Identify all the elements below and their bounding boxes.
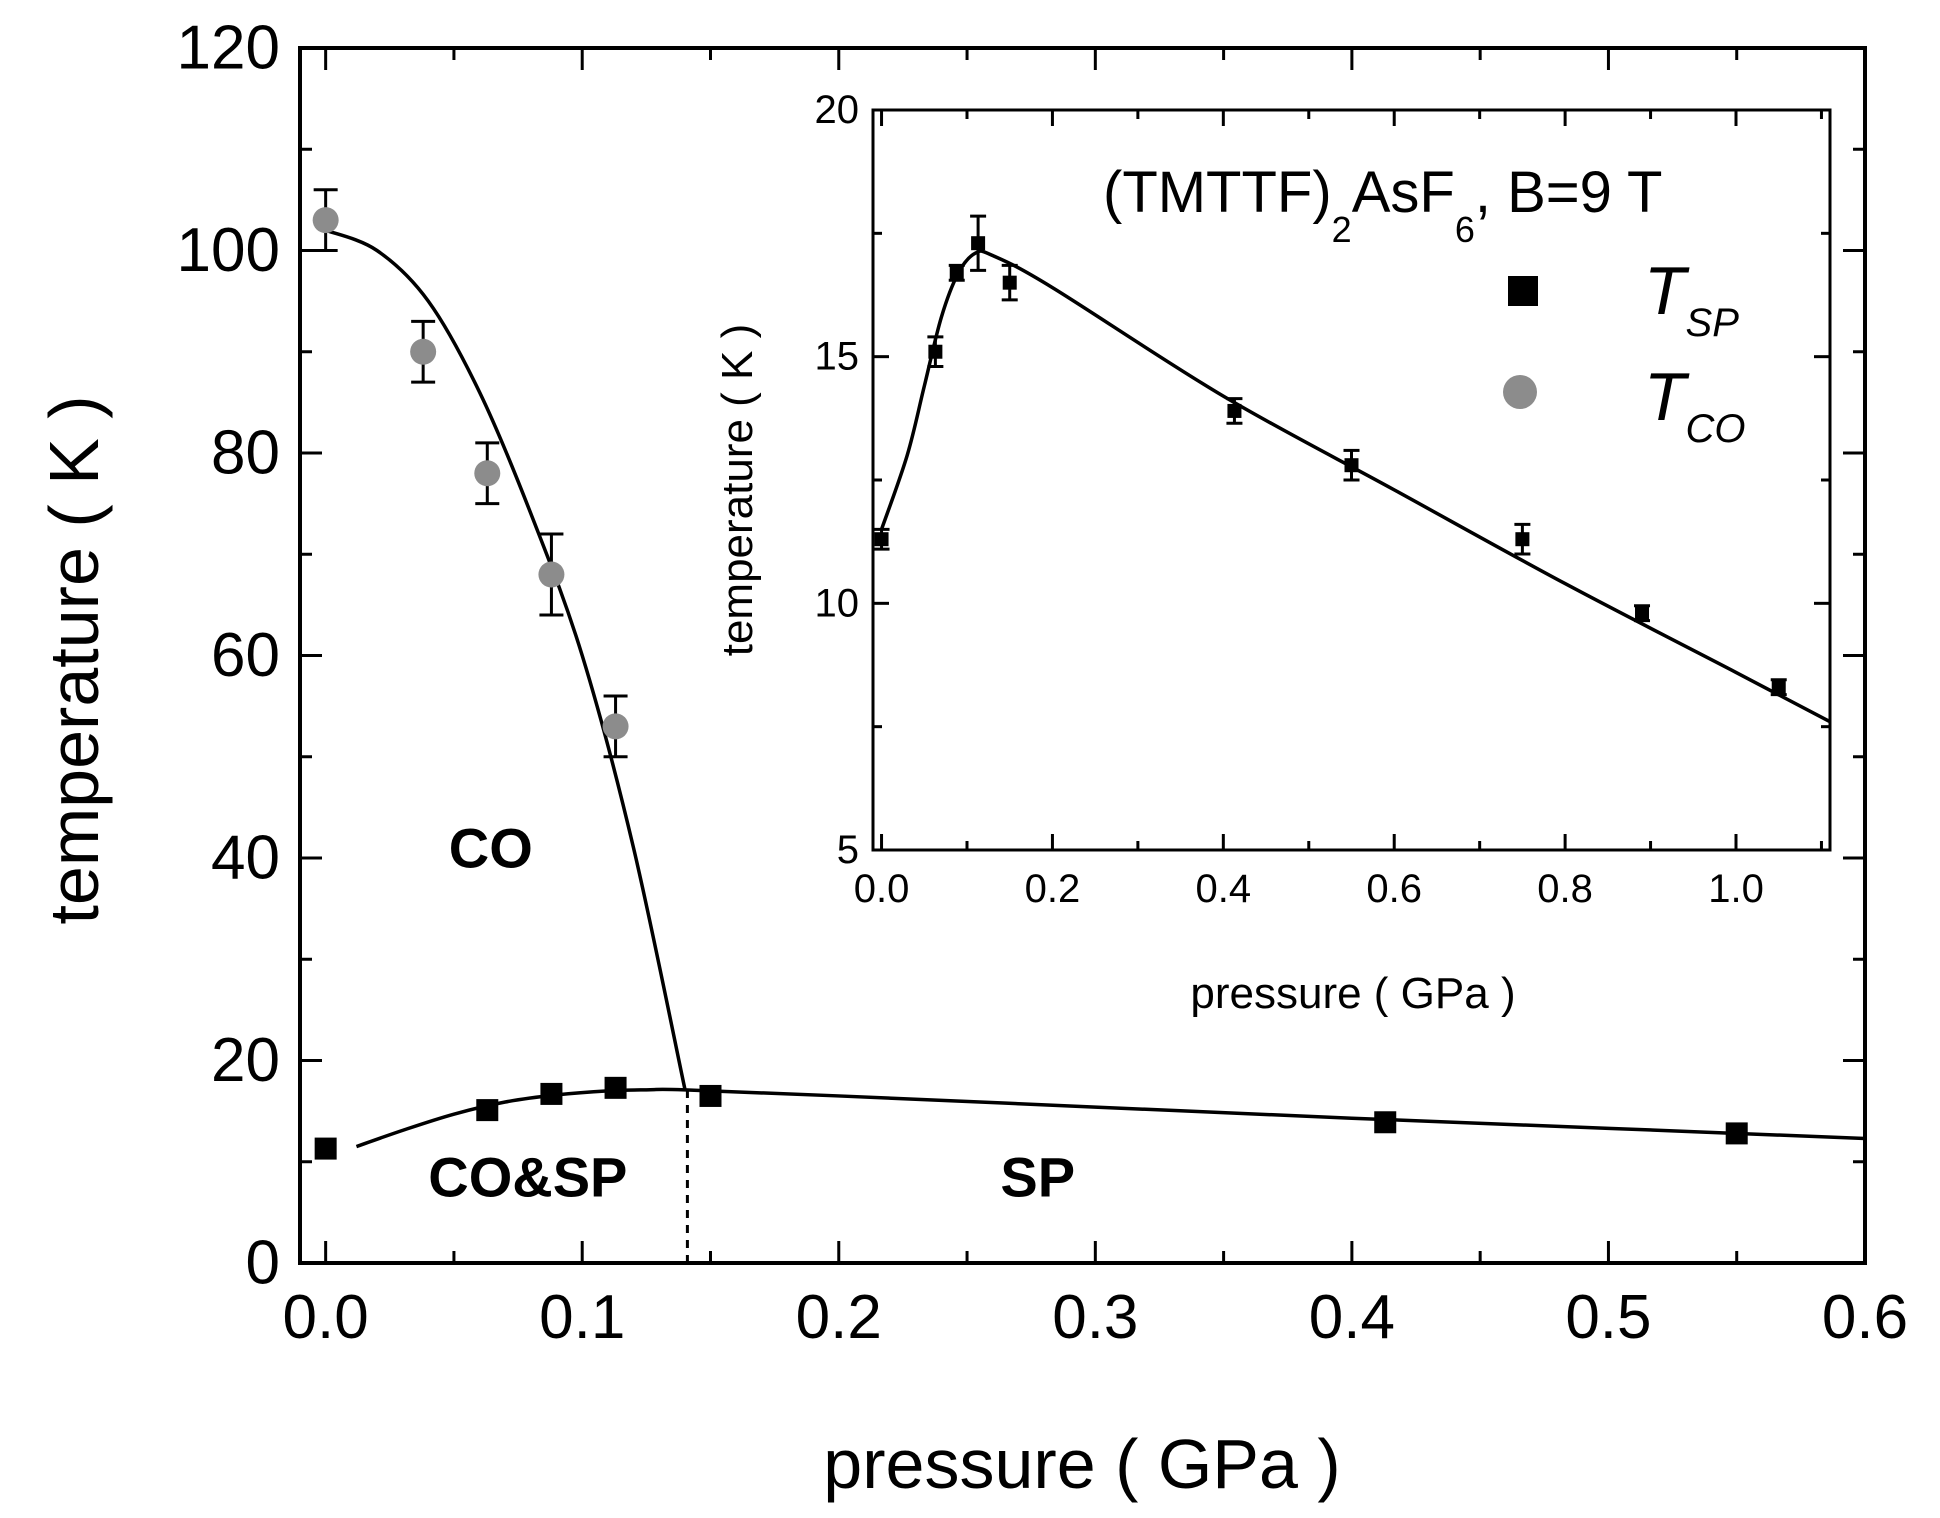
inset-title-part: AsF (1352, 160, 1455, 225)
inset-x-axis-title: pressure ( GPa ) (1190, 969, 1515, 1018)
main-x-tick-label: 0.6 (1822, 1283, 1908, 1352)
main-y-tick-label: 80 (211, 419, 280, 488)
main-point-t-sp (476, 1099, 499, 1122)
main-x-tick-label: 0.2 (796, 1283, 882, 1352)
inset-point-t-sp (949, 265, 964, 280)
main-x-axis-title: pressure ( GPa ) (823, 1425, 1340, 1503)
legend-square-marker (1508, 276, 1538, 306)
inset-x-tick-label: 0.2 (1025, 867, 1081, 911)
main-point-t-co (410, 338, 437, 365)
main-point-t-co (602, 713, 629, 740)
inset-data-points (873, 214, 1787, 697)
inset-point-t-sp (1227, 403, 1242, 418)
inset-title: (TMTTF)2AsF6, B=9 T (1103, 160, 1662, 250)
main-y-tick-label: 0 (246, 1229, 280, 1298)
main-point-t-sp (1374, 1111, 1397, 1134)
main-x-tick-label: 0.5 (1565, 1283, 1651, 1352)
inset-x-tick-label: 0.8 (1537, 867, 1593, 911)
inset-x-tick-label: 1.0 (1708, 867, 1764, 911)
main-x-tick-label: 0.3 (1052, 1283, 1138, 1352)
inset-point-t-sp (971, 236, 986, 251)
legend-symbol: T (1644, 253, 1690, 329)
inset-title-subscript: 6 (1455, 209, 1475, 250)
main-fit-curve (355, 1087, 1866, 1149)
inset-point-t-sp (1002, 275, 1017, 290)
main-point-t-co (312, 207, 339, 234)
inset-y-tick-label: 10 (815, 581, 860, 625)
main-y-axis-title: temperature ( K ) (35, 395, 113, 924)
main-x-tick-label: 0.4 (1309, 1283, 1395, 1352)
main-y-tick-label: 120 (177, 14, 280, 83)
main-point-t-sp (604, 1076, 627, 1099)
inset-x-tick-label: 0.0 (854, 867, 910, 911)
legend-symbol: T (1644, 359, 1690, 435)
inset-point-t-sp (1515, 532, 1530, 547)
main-data-points (312, 188, 1748, 1160)
legend: TSP TCO (1503, 253, 1746, 451)
main-plot: 0.0 0.1 0.2 0.3 0.4 0.5 0.6 0 20 40 60 80 100 120 CO… (35, 14, 1908, 1504)
inset-y-tick-label: 5 (837, 828, 859, 872)
inset-title-subscript: 2 (1332, 209, 1352, 250)
inset-plot: 0.0 0.2 0.4 0.6 0.8 1.0 5 10 15 20 pressure ( GP… (713, 88, 1832, 1018)
inset-point-t-sp (1344, 458, 1359, 473)
main-y-ticks: 0 20 40 60 80 100 120 (177, 14, 1865, 1298)
main-fit-curve (325, 228, 687, 1090)
main-point-t-sp (314, 1137, 337, 1160)
inset-point-t-sp (874, 532, 889, 547)
main-point-t-sp (699, 1084, 722, 1107)
inset-point-t-sp (1635, 606, 1650, 621)
legend-subscript: CO (1686, 407, 1746, 451)
legend-circle-marker (1503, 375, 1537, 409)
region-label-co-sp: CO&SP (428, 1145, 627, 1208)
inset-x-tick-label: 0.4 (1196, 867, 1252, 911)
inset-x-ticks: 0.0 0.2 0.4 0.6 0.8 1.0 (854, 110, 1823, 911)
inset-title-part: (TMTTF) (1103, 160, 1332, 225)
main-point-t-sp (540, 1082, 563, 1105)
inset-title-part: , B=9 T (1475, 160, 1663, 225)
main-y-tick-label: 40 (211, 824, 280, 893)
main-point-t-co (474, 460, 501, 487)
main-y-tick-label: 20 (211, 1026, 280, 1095)
main-region-labels: CO CO&SP SP (428, 816, 1075, 1208)
legend-item-sp: TSP (1644, 253, 1739, 345)
inset-point-t-sp (1771, 680, 1786, 695)
main-y-tick-label: 60 (211, 621, 280, 690)
region-label-co: CO (449, 816, 533, 879)
main-point-t-sp (1725, 1122, 1748, 1145)
main-y-tick-label: 100 (177, 216, 280, 285)
inset-y-axis-title: temperature ( K ) (713, 324, 762, 657)
region-label-sp: SP (1000, 1145, 1075, 1208)
main-x-tick-label: 0.1 (539, 1283, 625, 1352)
main-point-t-co (538, 561, 565, 588)
main-x-ticks: 0.0 0.1 0.2 0.3 0.4 0.5 0.6 (283, 48, 1908, 1352)
inset-y-tick-label: 15 (815, 335, 860, 379)
main-x-tick-label: 0.0 (283, 1283, 369, 1352)
inset-y-ticks: 5 10 15 20 (815, 88, 1830, 872)
legend-item-co: TCO (1644, 359, 1746, 451)
inset-x-tick-label: 0.6 (1366, 867, 1422, 911)
inset-y-tick-label: 20 (815, 88, 860, 132)
legend-subscript: SP (1686, 301, 1740, 345)
inset-point-t-sp (928, 344, 943, 359)
